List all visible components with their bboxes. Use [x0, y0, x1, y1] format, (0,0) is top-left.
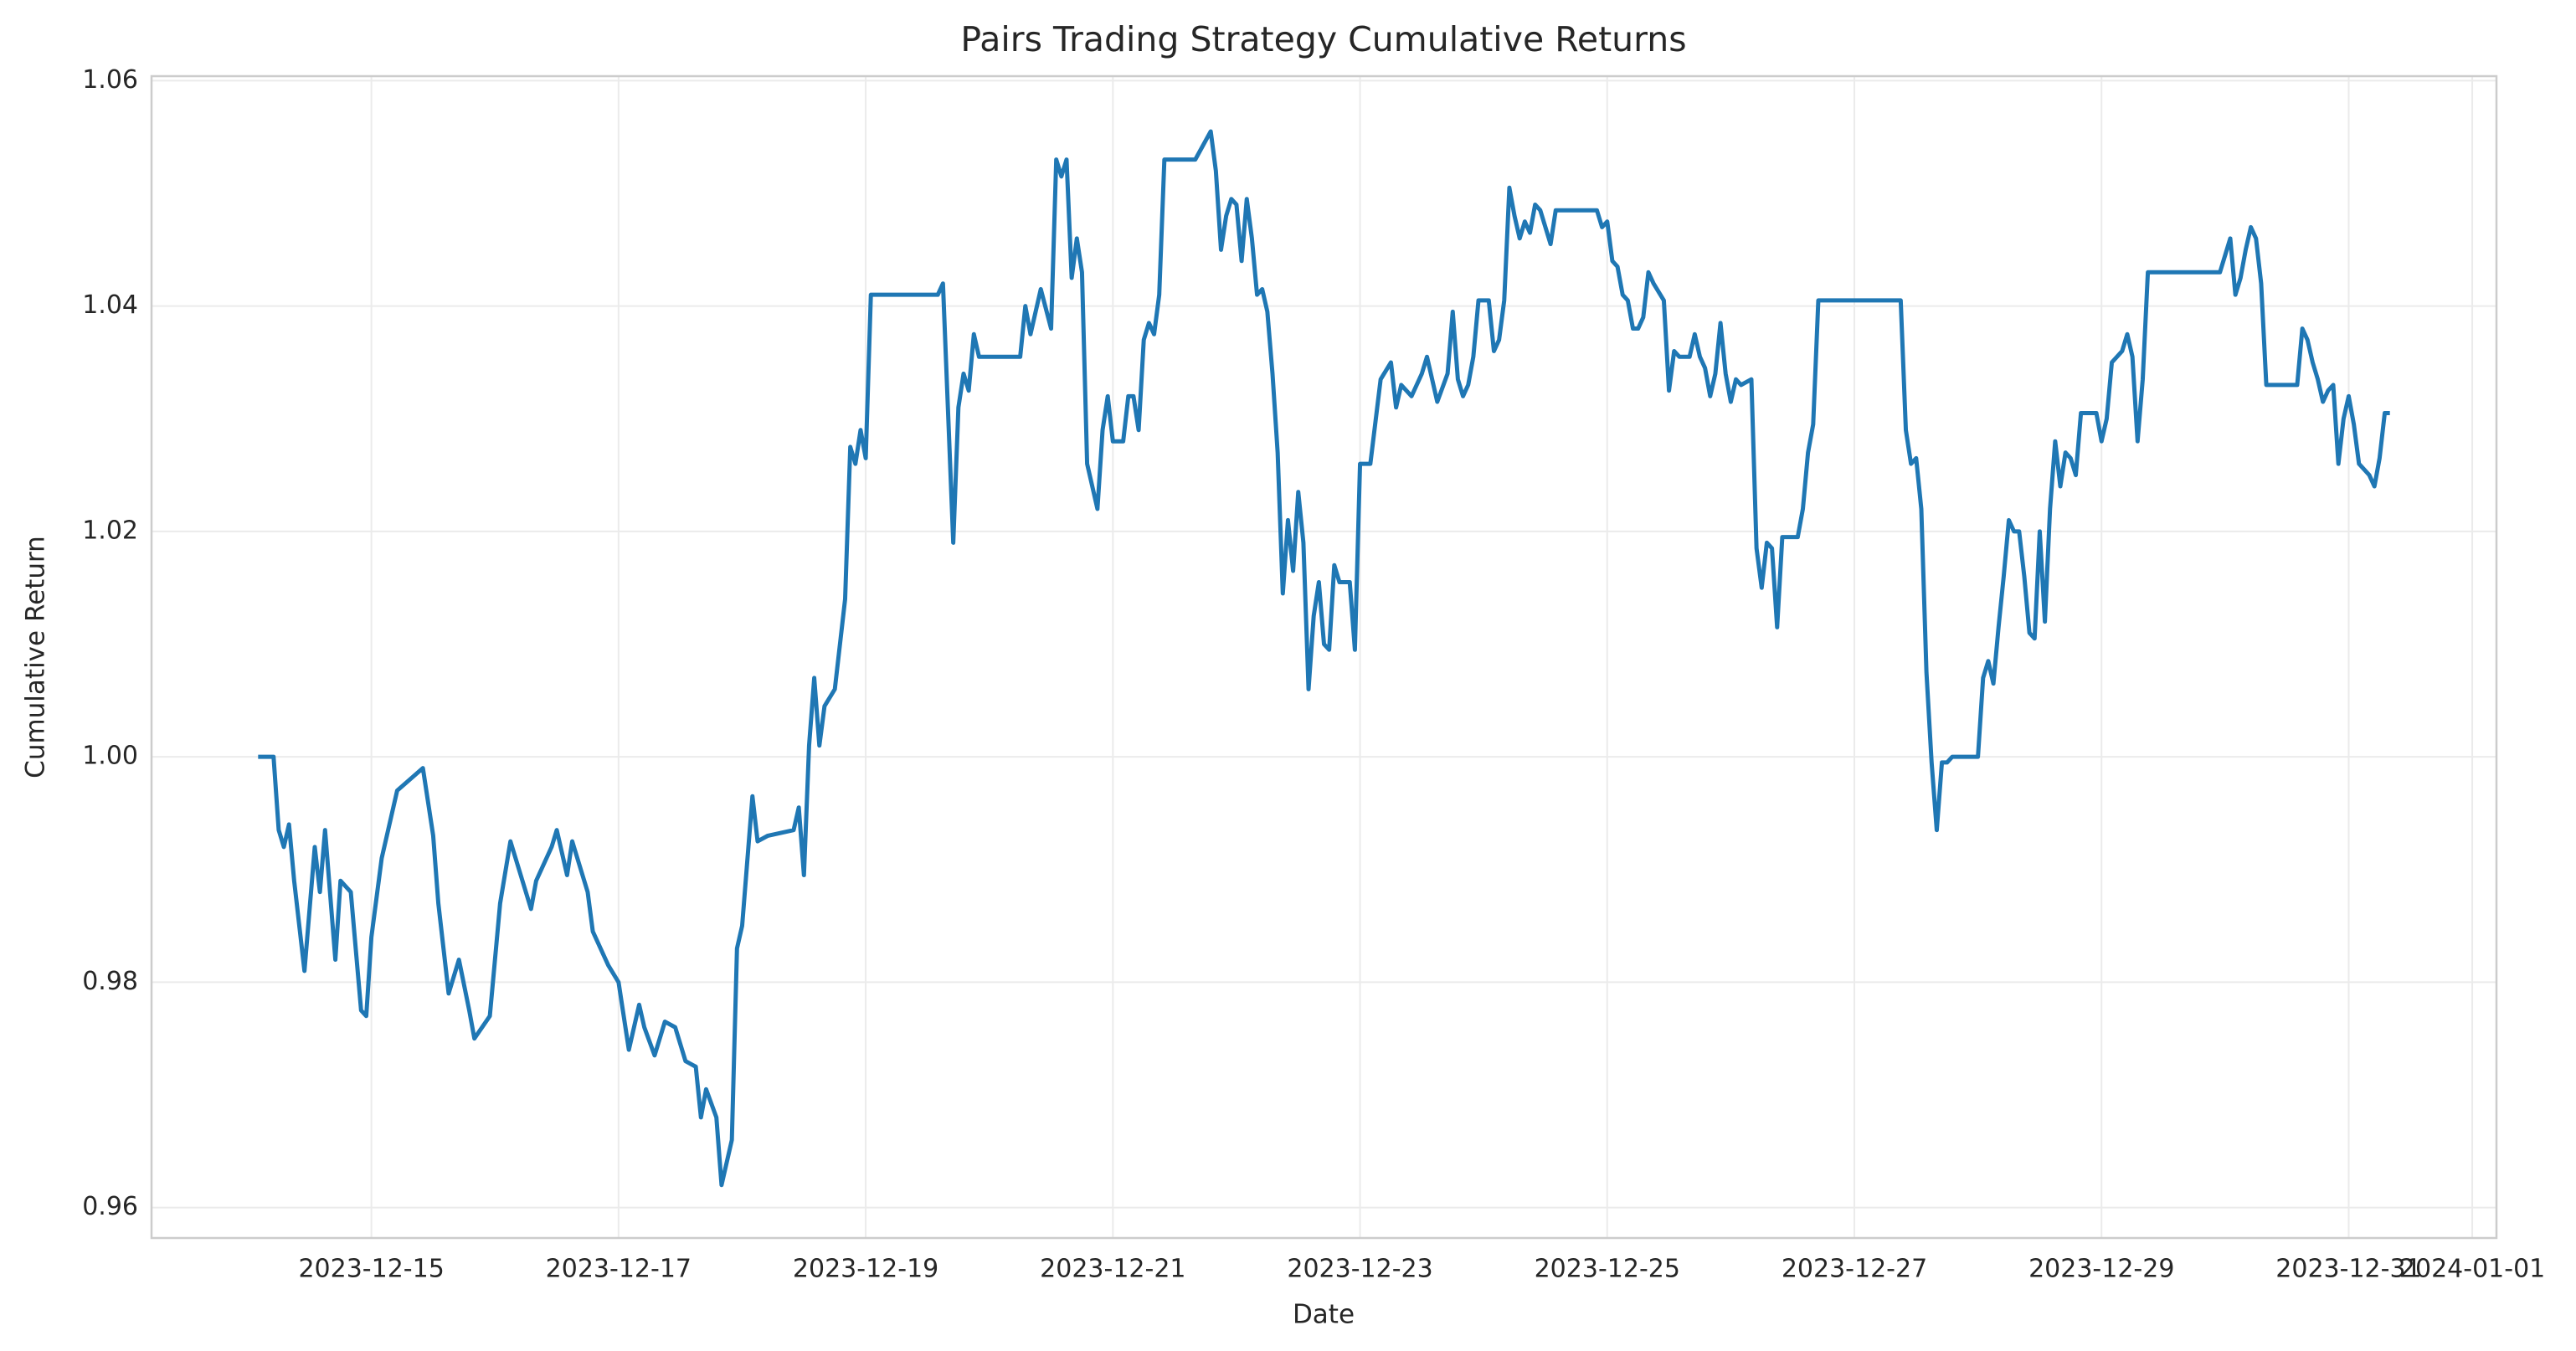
plot-frame [150, 74, 2498, 1240]
x-tick-label: 2023-12-27 [1782, 1255, 1927, 1284]
x-tick-label: 2024-01-01 [2399, 1255, 2545, 1284]
x-tick-label: 2023-12-19 [793, 1255, 938, 1284]
x-tick-label: 2023-12-21 [1040, 1255, 1185, 1284]
y-tick-label: 1.00 [82, 742, 138, 771]
x-tick-label: 2023-12-23 [1287, 1255, 1432, 1284]
chart-title: Pairs Trading Strategy Cumulative Return… [960, 19, 1686, 59]
y-tick-label: 1.04 [82, 290, 138, 320]
x-axis-label: Date [1293, 1300, 1355, 1330]
x-tick-label: 2023-12-15 [298, 1255, 444, 1284]
y-tick-label: 1.06 [82, 65, 138, 95]
y-axis-label: Cumulative Return [21, 536, 51, 778]
data-line [258, 129, 2390, 1188]
x-tick-label: 2023-12-29 [2028, 1255, 2174, 1284]
y-tick-label: 0.98 [82, 967, 138, 996]
x-tick-label: 2023-12-25 [1535, 1255, 1680, 1284]
y-tick-label: 0.96 [82, 1192, 138, 1221]
y-tick-label: 1.02 [82, 516, 138, 545]
x-tick-label: 2023-12-31 [2275, 1255, 2421, 1284]
x-tick-label: 2023-12-17 [546, 1255, 692, 1284]
